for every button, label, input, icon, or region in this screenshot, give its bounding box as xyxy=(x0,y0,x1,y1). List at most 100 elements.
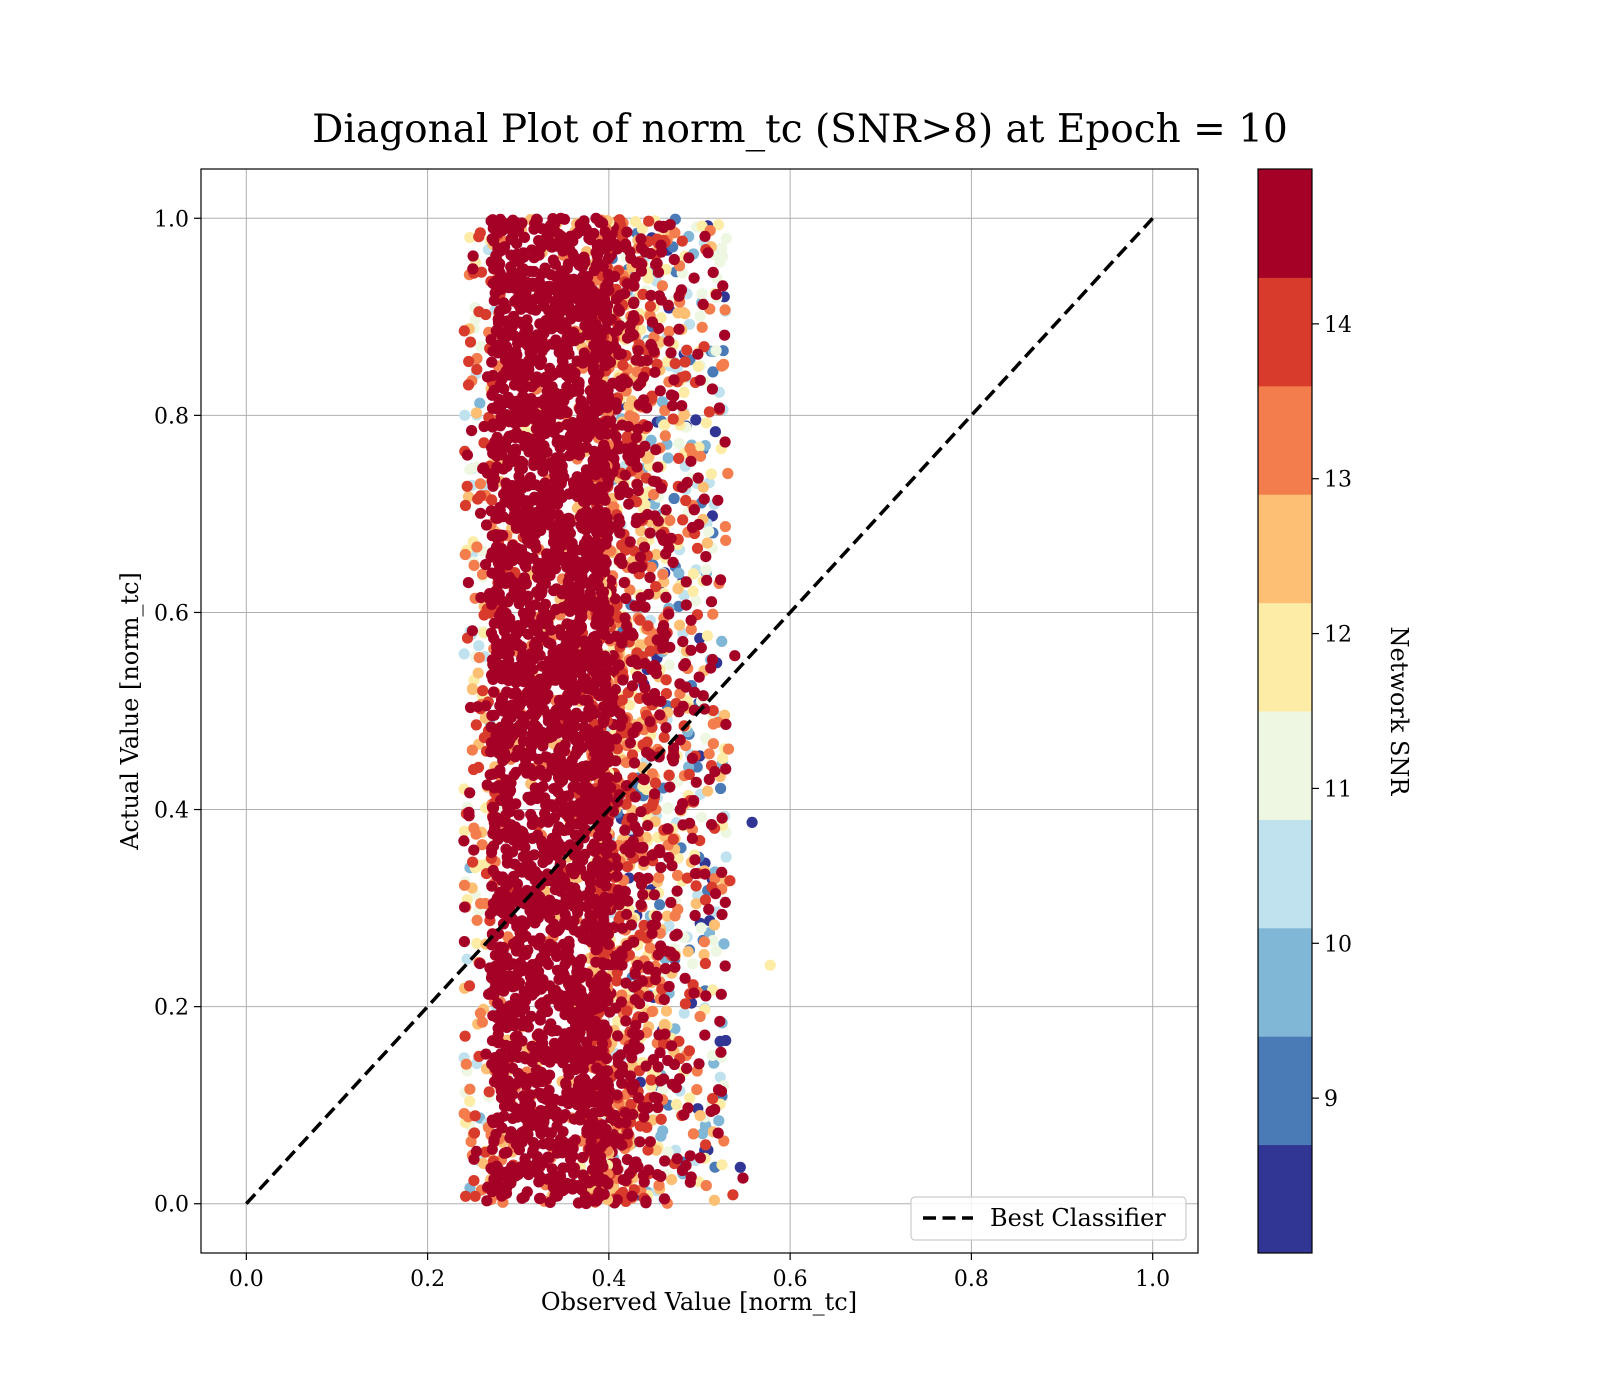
scatter-point xyxy=(685,455,697,467)
scatter-point xyxy=(554,643,567,656)
scatter-point xyxy=(623,498,635,510)
scatter-point xyxy=(614,517,626,529)
scatter-point xyxy=(712,1127,724,1139)
scatter-point xyxy=(458,648,470,660)
scatter-point xyxy=(616,1077,628,1089)
scatter-point xyxy=(676,481,688,493)
scatter-point xyxy=(687,585,699,598)
scatter-point xyxy=(525,808,537,821)
scatter-point xyxy=(706,819,718,831)
scatter-point xyxy=(661,910,673,922)
scatter-point xyxy=(719,709,731,721)
scatter-point xyxy=(667,556,679,569)
scatter-point xyxy=(464,231,476,244)
scatter-point xyxy=(503,430,515,442)
scatter-point xyxy=(641,508,654,521)
scatter-point xyxy=(657,534,670,547)
scatter-point xyxy=(557,1057,569,1069)
scatter-point xyxy=(502,1075,514,1087)
scatter-point xyxy=(509,484,521,496)
scatter-point xyxy=(646,663,658,676)
scatter-point xyxy=(536,268,548,280)
scatter-point xyxy=(644,942,656,954)
scatter-point xyxy=(556,490,568,502)
scatter-point xyxy=(696,288,708,300)
scatter-point xyxy=(587,990,600,1002)
scatter-point xyxy=(764,959,776,971)
scatter-point xyxy=(487,864,499,877)
scatter-point xyxy=(737,1172,749,1184)
scatter-point xyxy=(511,238,523,250)
scatter-point xyxy=(665,389,678,401)
scatter-point xyxy=(563,1069,575,1081)
scatter-point xyxy=(502,359,515,371)
scatter-point xyxy=(474,227,486,239)
scatter-point xyxy=(501,891,513,903)
scatter-point xyxy=(652,1101,664,1114)
scatter-point xyxy=(694,450,707,462)
scatter-point xyxy=(582,711,594,723)
scatter-point xyxy=(545,638,557,650)
scatter-point xyxy=(629,791,641,803)
scatter-point xyxy=(492,998,504,1010)
scatter-point xyxy=(464,463,476,475)
scatter-point xyxy=(519,559,531,571)
scatter-point xyxy=(471,541,483,553)
scatter-point xyxy=(717,280,729,292)
scatter-point xyxy=(458,879,471,891)
scatter-point xyxy=(499,667,511,679)
scatter-point xyxy=(579,256,591,268)
scatter-point xyxy=(683,252,695,264)
scatter-point xyxy=(699,230,711,242)
scatter-point xyxy=(570,707,583,719)
scatter-point xyxy=(635,899,647,911)
scatter-point xyxy=(459,548,471,561)
scatter-point xyxy=(625,919,638,931)
scatter-point xyxy=(706,383,719,395)
scatter-point xyxy=(583,1177,595,1189)
scatter-point xyxy=(626,680,639,692)
scatter-point xyxy=(622,421,634,433)
scatter-point xyxy=(626,627,638,639)
scatter-point xyxy=(689,909,701,922)
scatter-point xyxy=(698,341,710,353)
scatter-point xyxy=(705,468,717,480)
scatter-point xyxy=(624,737,637,749)
scatter-point xyxy=(679,972,691,984)
scatter-point xyxy=(601,1065,614,1077)
scatter-point xyxy=(492,781,505,793)
scatter-point xyxy=(670,1098,683,1110)
scatter-point xyxy=(709,888,722,900)
scatter-point xyxy=(616,694,628,706)
scatter-point xyxy=(600,679,612,691)
scatter-point xyxy=(464,787,476,799)
scatter-point xyxy=(710,289,722,301)
scatter-point xyxy=(643,588,655,600)
scatter-point xyxy=(663,980,675,993)
scatter-point xyxy=(593,690,605,702)
scatter-point xyxy=(474,958,486,970)
scatter-point xyxy=(602,1105,614,1117)
scatter-point xyxy=(678,1007,690,1019)
scatter-point xyxy=(620,1015,632,1027)
scatter-point xyxy=(650,1144,662,1156)
scatter-point xyxy=(459,901,471,913)
scatter-point xyxy=(578,781,590,793)
scatter-point xyxy=(654,385,666,397)
scatter-point xyxy=(524,607,536,619)
scatter-point xyxy=(707,935,719,947)
scatter-point xyxy=(641,420,654,432)
scatter-point xyxy=(609,852,622,865)
scatter-point xyxy=(470,407,483,419)
scatter-point xyxy=(552,771,565,784)
scatter-point xyxy=(628,936,640,948)
scatter-point xyxy=(714,256,726,268)
scatter-point xyxy=(590,371,602,383)
scatter-point xyxy=(555,265,567,277)
scatter-point xyxy=(590,469,602,481)
scatter-point xyxy=(512,1051,524,1063)
scatter-point xyxy=(624,536,636,548)
scatter-point xyxy=(636,223,648,235)
scatter-point xyxy=(570,994,582,1006)
scatter-point xyxy=(562,576,574,588)
